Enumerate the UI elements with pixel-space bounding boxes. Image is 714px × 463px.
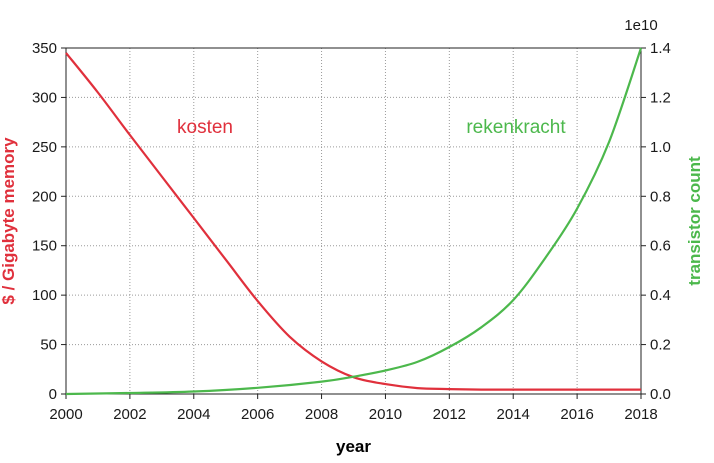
ticks: 2000 2002 2004 2006 2008 2010 2012 2014 2016 2018…	[32, 40, 671, 423]
y-right-tick-label: 0.4	[650, 287, 671, 304]
series-line-rekenkracht	[65, 47, 643, 396]
x-tick-label: 2000	[49, 406, 82, 423]
y-axis-right-label: transistor count	[685, 156, 704, 286]
series-line-kosten	[65, 52, 641, 391]
x-axis-label: year	[336, 437, 371, 456]
grid	[65, 47, 642, 395]
y-right-tick-label: 1.2	[650, 89, 671, 106]
y-left-tick-label: 50	[40, 337, 57, 354]
y-left-tick-label: 350	[32, 40, 57, 57]
y-right-tick-label: 0.2	[650, 337, 671, 354]
y-left-tick-label: 100	[32, 287, 57, 304]
y-axis-left-label: $ / Gigabyte memory	[0, 137, 18, 305]
y-right-tick-label: 0.8	[650, 188, 671, 205]
x-tick-label: 2006	[241, 406, 274, 423]
x-tick-label: 2018	[624, 406, 657, 423]
x-tick-label: 2012	[433, 406, 466, 423]
y-right-tick-label: 1.0	[650, 139, 671, 156]
x-tick-label: 2016	[560, 406, 593, 423]
x-tick-label: 2010	[369, 406, 402, 423]
x-tick-label: 2014	[497, 406, 530, 423]
y-right-tick-label: 0.6	[650, 238, 671, 255]
y-right-tick-label: 1.4	[650, 40, 671, 57]
series-annotation-kosten: kosten	[177, 117, 233, 138]
y-left-tick-label: 300	[32, 89, 57, 106]
series	[65, 47, 643, 396]
x-tick-label: 2008	[305, 406, 338, 423]
y-left-tick-label: 200	[32, 188, 57, 205]
series-annotation-rekenkracht: rekenkracht	[466, 117, 566, 138]
x-tick-label: 2004	[177, 406, 210, 423]
y-axis-right-offset-label: 1e10	[624, 17, 657, 34]
x-tick-label: 2002	[113, 406, 146, 423]
y-left-tick-label: 150	[32, 238, 57, 255]
y-right-tick-label: 0.0	[650, 386, 671, 403]
y-left-tick-label: 0	[49, 386, 57, 403]
plot-frame	[65, 47, 642, 395]
y-left-tick-label: 250	[32, 139, 57, 156]
